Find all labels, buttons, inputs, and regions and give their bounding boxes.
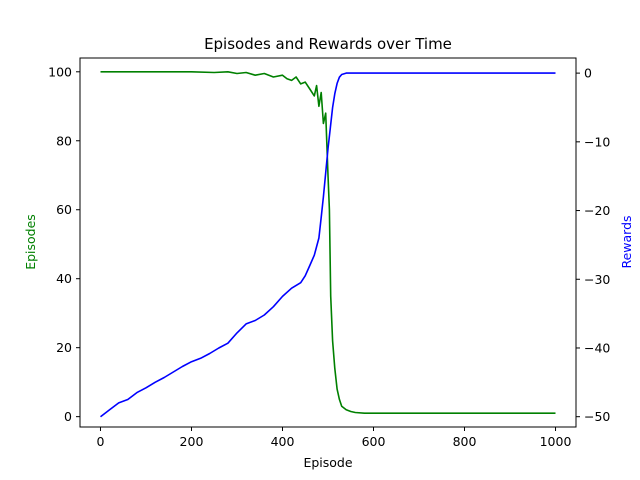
y-left-tick-label: 100 <box>48 64 72 79</box>
series-line-episodes <box>100 71 556 415</box>
series-layer <box>100 71 556 418</box>
y-right-tick-label: −50 <box>584 409 610 424</box>
y-left-tick-label: 80 <box>56 133 72 148</box>
y-axis-left: 0 20 40 60 80 100 <box>48 64 80 424</box>
y-axis-right-label: Rewards <box>619 215 634 268</box>
y-axis-left-label: Episodes <box>23 214 38 270</box>
y-right-tick-label: −10 <box>584 134 610 149</box>
y-right-tick-label: 0 <box>584 66 592 81</box>
y-right-tick-label: −20 <box>584 203 610 218</box>
x-axis-label: Episode <box>303 455 352 470</box>
y-right-tick-label: −30 <box>584 272 610 287</box>
series-line-rewards <box>100 72 556 418</box>
y-left-tick-label: 60 <box>56 202 72 217</box>
plot-frame <box>79 57 577 428</box>
y-left-tick-label: 20 <box>56 340 72 355</box>
x-tick-label: 0 <box>97 434 105 449</box>
x-tick-label: 400 <box>271 434 295 449</box>
y-axis-right: 0 −10 −20 −30 −40 −50 <box>576 66 610 424</box>
x-tick-label: 600 <box>362 434 386 449</box>
x-axis: 0 200 400 600 800 1000 <box>97 427 572 449</box>
y-left-tick-label: 0 <box>64 409 72 424</box>
x-tick-label: 800 <box>453 434 477 449</box>
x-tick-label: 1000 <box>540 434 572 449</box>
x-tick-label: 200 <box>180 434 204 449</box>
y-right-tick-label: −40 <box>584 340 610 355</box>
y-left-tick-label: 40 <box>56 271 72 286</box>
chart-title: Episodes and Rewards over Time <box>204 35 452 53</box>
